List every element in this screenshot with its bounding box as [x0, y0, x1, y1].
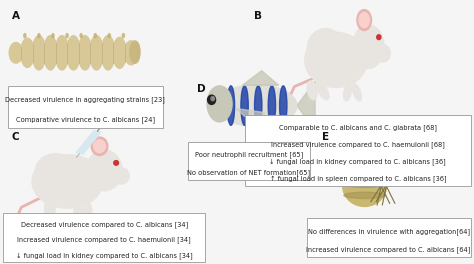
Ellipse shape: [9, 43, 23, 63]
Ellipse shape: [91, 137, 108, 155]
Ellipse shape: [343, 165, 386, 206]
Ellipse shape: [113, 37, 126, 68]
Ellipse shape: [80, 34, 82, 38]
Ellipse shape: [52, 34, 54, 38]
Ellipse shape: [101, 36, 115, 70]
Ellipse shape: [24, 34, 26, 38]
Ellipse shape: [376, 45, 390, 62]
Ellipse shape: [86, 150, 122, 191]
Ellipse shape: [130, 41, 140, 63]
Ellipse shape: [268, 86, 275, 125]
Ellipse shape: [21, 38, 34, 67]
Text: D: D: [197, 84, 205, 95]
Ellipse shape: [353, 84, 361, 101]
Polygon shape: [297, 81, 315, 130]
Text: B: B: [254, 11, 262, 21]
Ellipse shape: [78, 36, 91, 70]
Ellipse shape: [307, 81, 317, 100]
Polygon shape: [262, 126, 281, 138]
Ellipse shape: [35, 154, 76, 191]
Ellipse shape: [74, 203, 82, 219]
Polygon shape: [236, 109, 265, 128]
Ellipse shape: [108, 34, 110, 38]
Text: Decreased virulence compared to C. albicans [34]: Decreased virulence compared to C. albic…: [21, 221, 188, 228]
Ellipse shape: [280, 86, 287, 125]
Ellipse shape: [373, 156, 400, 184]
FancyBboxPatch shape: [8, 86, 163, 128]
Ellipse shape: [93, 140, 105, 153]
Ellipse shape: [44, 36, 57, 70]
Text: Increased virulence compared to C. haemulonii [68]: Increased virulence compared to C. haemu…: [271, 141, 445, 148]
Text: Increased virulence compared to C. haemulonii [34]: Increased virulence compared to C. haemu…: [18, 237, 191, 243]
Text: C: C: [12, 132, 19, 142]
Ellipse shape: [359, 12, 369, 28]
Polygon shape: [242, 71, 279, 85]
Ellipse shape: [94, 34, 96, 38]
Ellipse shape: [215, 85, 297, 126]
Ellipse shape: [207, 86, 232, 122]
Text: No observation of NET formation[65]: No observation of NET formation[65]: [187, 170, 310, 176]
Polygon shape: [337, 134, 377, 165]
Text: No differences in virulence with aggregation[64]: No differences in virulence with aggrega…: [308, 228, 470, 234]
Ellipse shape: [344, 84, 351, 101]
Ellipse shape: [124, 41, 138, 65]
Ellipse shape: [114, 161, 118, 165]
Ellipse shape: [208, 95, 216, 105]
Ellipse shape: [83, 203, 92, 219]
Ellipse shape: [398, 143, 412, 159]
Polygon shape: [364, 128, 421, 164]
Ellipse shape: [90, 36, 103, 70]
Ellipse shape: [66, 34, 68, 38]
Text: Decreased virulence in aggregating strains [23]: Decreased virulence in aggregating strai…: [5, 97, 165, 103]
Text: ↓ fungal load in kidney compared to C. albicans [34]: ↓ fungal load in kidney compared to C. a…: [16, 252, 192, 259]
Text: E: E: [322, 132, 329, 142]
Ellipse shape: [67, 36, 80, 70]
FancyBboxPatch shape: [245, 115, 471, 186]
Text: ↑ fungal load in spleen compared to C. albicans [36]: ↑ fungal load in spleen compared to C. a…: [270, 175, 446, 182]
Ellipse shape: [307, 29, 344, 69]
Text: Increased virulence compared to C. albicans [64]: Increased virulence compared to C. albic…: [307, 246, 471, 253]
Ellipse shape: [377, 35, 381, 40]
Text: Comparable to C. albicans and C. glabrata [68]: Comparable to C. albicans and C. glabrat…: [279, 124, 437, 131]
Ellipse shape: [353, 25, 384, 69]
Ellipse shape: [38, 34, 40, 38]
Ellipse shape: [344, 181, 385, 187]
Text: Comparative virulence to C. albicans [24]: Comparative virulence to C. albicans [24…: [16, 116, 155, 123]
Ellipse shape: [113, 167, 129, 184]
Text: Poor neutrophil recruitment [65]: Poor neutrophil recruitment [65]: [195, 151, 303, 158]
Ellipse shape: [344, 192, 385, 199]
FancyBboxPatch shape: [307, 218, 471, 257]
Text: ↓ fungal load in kidney compared to C. albicans [36]: ↓ fungal load in kidney compared to C. a…: [270, 158, 446, 165]
Ellipse shape: [344, 172, 385, 178]
Ellipse shape: [45, 200, 55, 218]
Ellipse shape: [305, 32, 367, 88]
Ellipse shape: [32, 155, 103, 208]
Ellipse shape: [255, 86, 262, 125]
Ellipse shape: [55, 36, 69, 70]
Ellipse shape: [227, 86, 235, 125]
FancyBboxPatch shape: [3, 213, 205, 262]
Text: A: A: [12, 11, 20, 21]
Ellipse shape: [390, 145, 398, 157]
Ellipse shape: [32, 36, 46, 70]
Ellipse shape: [357, 10, 372, 31]
Ellipse shape: [122, 34, 125, 38]
Polygon shape: [76, 130, 101, 155]
Ellipse shape: [316, 81, 329, 100]
Ellipse shape: [390, 143, 410, 165]
Ellipse shape: [211, 97, 214, 101]
FancyBboxPatch shape: [188, 142, 310, 180]
Ellipse shape: [241, 86, 248, 125]
